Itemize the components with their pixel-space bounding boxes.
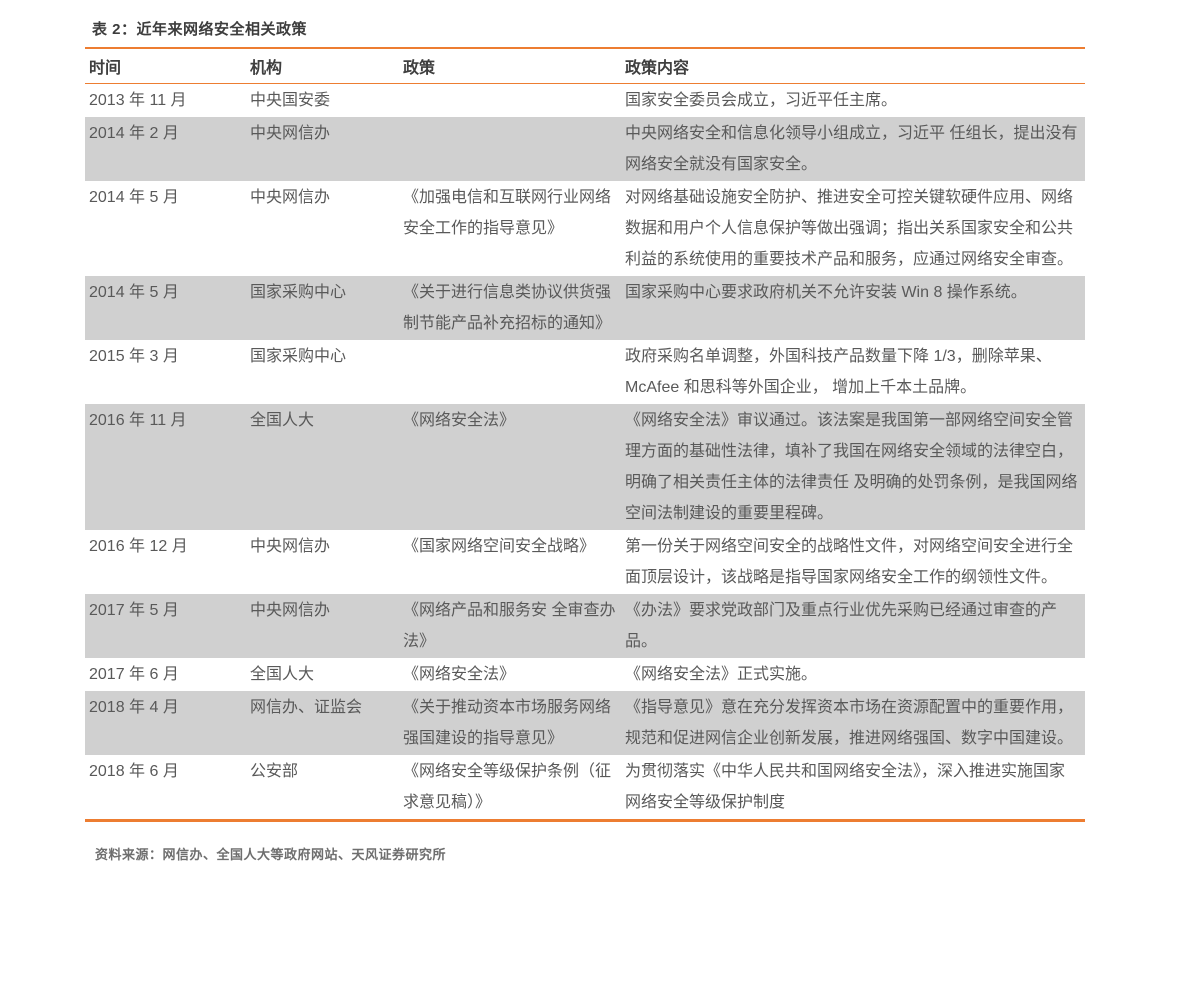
cell-content: 为贯彻落实《中华人民共和国网络安全法》，深入推进实施国家网络安全等级保护制度: [625, 763, 1066, 811]
cell-time: 2014 年 5 月: [89, 189, 179, 206]
cell-org: 中央网信办: [250, 189, 331, 206]
cell-time: 2014 年 2 月: [89, 125, 179, 142]
table-row: 2015 年 3 月 国家采购中心 政府采购名单调整，外国科技产品数量下降 1/…: [85, 340, 1085, 404]
report-table-section: 表 2：近年来网络安全相关政策 时间 机构 政策 政策内容 2013 年 11 …: [85, 0, 1085, 863]
cell-policy: 《加强电信和互联网行业网络安全工作的指导意见》: [403, 189, 612, 237]
cell-policy: 《网络产品和服务安 全审查办法》: [403, 602, 616, 650]
cell-org: 中央网信办: [250, 538, 331, 555]
cell-time: 2016 年 12 月: [89, 538, 188, 555]
cell-content: 中央网络安全和信息化领导小组成立，习近平 任组长，提出没有网络安全就没有国家安全…: [625, 125, 1078, 173]
table-body: 2013 年 11 月 中央国安委 国家安全委员会成立，习近平任主席。 2014…: [85, 84, 1085, 821]
cell-content: 国家采购中心要求政府机关不允许安装 Win 8 操作系统。: [625, 284, 1027, 301]
cell-time: 2017 年 5 月: [89, 602, 179, 619]
cell-content: 国家安全委员会成立，习近平任主席。: [625, 92, 898, 109]
table-row: 2013 年 11 月 中央国安委 国家安全委员会成立，习近平任主席。: [85, 84, 1085, 118]
column-header-time: 时间: [85, 47, 250, 84]
cell-policy: 《关于推动资本市场服务网络强国建设的指导意见》: [403, 699, 612, 747]
cell-org: 网信办、证监会: [250, 699, 363, 716]
column-header-org: 机构: [250, 47, 403, 84]
table-row: 2018 年 4 月 网信办、证监会 《关于推动资本市场服务网络强国建设的指导意…: [85, 691, 1085, 755]
cell-time: 2016 年 11 月: [89, 412, 187, 429]
cell-time: 2018 年 4 月: [89, 699, 179, 716]
cell-org: 中央网信办: [250, 125, 331, 142]
cell-policy: [403, 84, 625, 118]
policy-table: 时间 机构 政策 政策内容 2013 年 11 月 中央国安委 国家安全委员会成…: [85, 47, 1085, 822]
cell-content: 《网络安全法》正式实施。: [625, 666, 818, 683]
table-row: 2016 年 12 月 中央网信办 《国家网络空间安全战略》 第一份关于网络空间…: [85, 530, 1085, 594]
table-row: 2017 年 5 月 中央网信办 《网络产品和服务安 全审查办法》 《办法》要求…: [85, 594, 1085, 658]
cell-content: 对网络基础设施安全防护、推进安全可控关键软硬件应用、网络数据和用户个人信息保护等…: [625, 189, 1074, 268]
table-title: 表 2：近年来网络安全相关政策: [92, 21, 308, 38]
cell-content: 《办法》要求党政部门及重点行业优先采购已经通过审查的产品。: [625, 602, 1058, 650]
table-header-row: 时间 机构 政策 政策内容: [85, 47, 1085, 84]
cell-policy: 《国家网络空间安全战略》: [403, 538, 596, 555]
table-row: 2014 年 5 月 国家采购中心 《关于进行信息类协议供货强制节能产品补充招标…: [85, 276, 1085, 340]
cell-content: 《网络安全法》审议通过。该法案是我国第一部网络空间安全管理方面的基础性法律，填补…: [625, 412, 1078, 522]
cell-time: 2014 年 5 月: [89, 284, 179, 301]
cell-policy: 《网络安全等级保护条例（征求意见稿）》: [403, 763, 612, 811]
cell-time: 2017 年 6 月: [89, 666, 179, 683]
cell-org: 全国人大: [250, 666, 315, 683]
cell-org: 全国人大: [250, 412, 315, 429]
cell-org: 国家采购中心: [250, 348, 347, 365]
cell-policy: 《网络安全法》: [403, 412, 516, 429]
cell-time: 2013 年 11 月: [89, 92, 187, 109]
cell-time: 2018 年 6 月: [89, 763, 179, 780]
cell-content: 第一份关于网络空间安全的战略性文件，对网络空间安全进行全面顶层设计，该战略是指导…: [625, 538, 1074, 586]
cell-policy: [403, 117, 625, 181]
cell-org: 国家采购中心: [250, 284, 347, 301]
table-row: 2017 年 6 月 全国人大 《网络安全法》 《网络安全法》正式实施。: [85, 658, 1085, 691]
cell-policy: 《网络安全法》: [403, 666, 516, 683]
cell-org: 公安部: [250, 763, 299, 780]
cell-content: 《指导意见》意在充分发挥资本市场在资源配置中的重要作用，规范和促进网信企业创新发…: [625, 699, 1074, 747]
table-row: 2014 年 2 月 中央网信办 中央网络安全和信息化领导小组成立，习近平 任组…: [85, 117, 1085, 181]
cell-policy: [403, 340, 625, 404]
cell-time: 2015 年 3 月: [89, 348, 179, 365]
column-header-policy: 政策: [403, 47, 625, 84]
source-note: 资料来源：网信办、全国人大等政府网站、天风证券研究所: [95, 847, 447, 862]
table-row: 2014 年 5 月 中央网信办 《加强电信和互联网行业网络安全工作的指导意见》…: [85, 181, 1085, 276]
column-header-content: 政策内容: [625, 47, 1085, 84]
cell-policy: 《关于进行信息类协议供货强制节能产品补充招标的通知》: [403, 284, 612, 332]
table-row: 2018 年 6 月 公安部 《网络安全等级保护条例（征求意见稿）》 为贯彻落实…: [85, 755, 1085, 821]
cell-content: 政府采购名单调整，外国科技产品数量下降 1/3，删除苹果、McAfee 和思科等…: [625, 348, 1052, 396]
table-row: 2016 年 11 月 全国人大 《网络安全法》 《网络安全法》审议通过。该法案…: [85, 404, 1085, 530]
cell-org: 中央国安委: [250, 92, 331, 109]
cell-org: 中央网信办: [250, 602, 331, 619]
